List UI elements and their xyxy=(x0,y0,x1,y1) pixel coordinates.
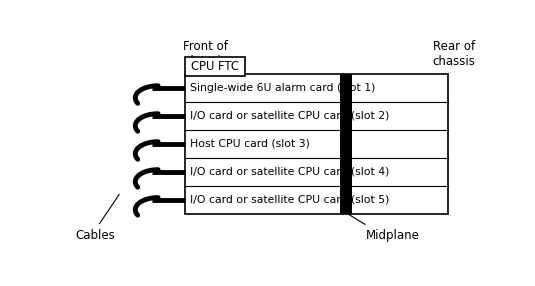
Text: Cables: Cables xyxy=(75,229,115,242)
Text: I/O card or satellite CPU card (slot 4): I/O card or satellite CPU card (slot 4) xyxy=(190,167,389,177)
Bar xyxy=(185,74,448,214)
Text: Front of
chassis: Front of chassis xyxy=(184,40,228,68)
Text: I/O card or satellite CPU card (slot 5): I/O card or satellite CPU card (slot 5) xyxy=(190,195,389,205)
Bar xyxy=(185,57,245,76)
Text: Midplane: Midplane xyxy=(365,229,419,242)
Text: Host CPU card (slot 3): Host CPU card (slot 3) xyxy=(190,139,310,149)
Text: Rear of
chassis: Rear of chassis xyxy=(432,40,475,68)
Text: I/O card or satellite CPU card (slot 2): I/O card or satellite CPU card (slot 2) xyxy=(190,111,389,121)
Text: CPU FTC: CPU FTC xyxy=(191,60,239,73)
Text: Single-wide 6U alarm card (slot 1): Single-wide 6U alarm card (slot 1) xyxy=(190,83,376,93)
Bar xyxy=(340,74,352,214)
